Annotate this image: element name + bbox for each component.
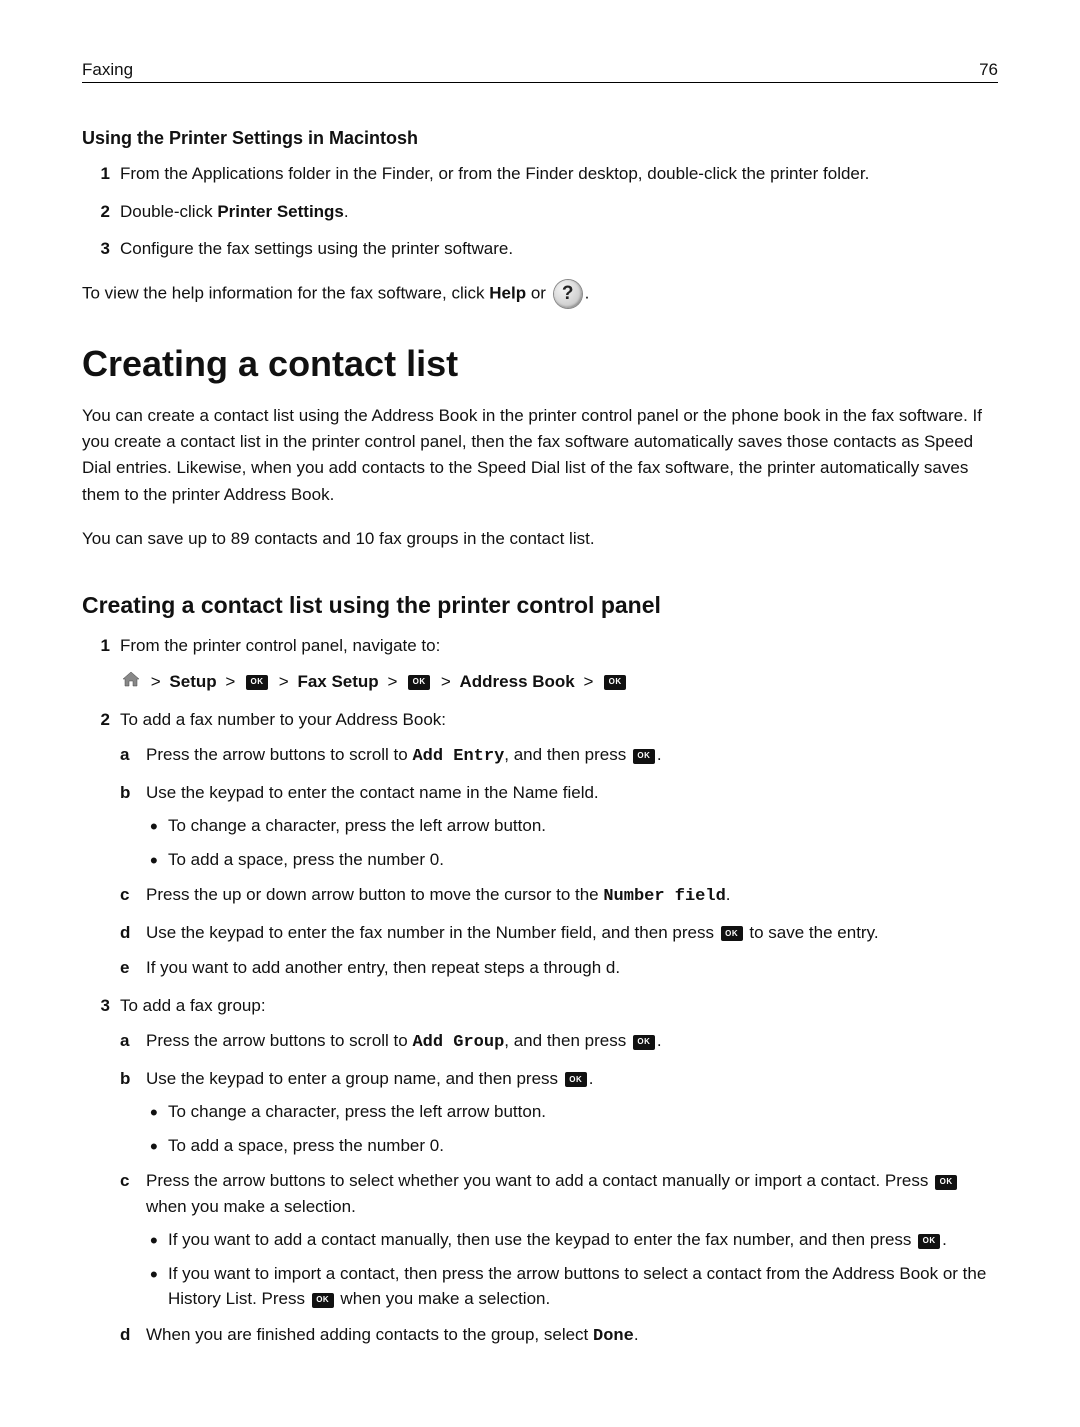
nav-path: > Setup > OK > Fax Setup > OK > Address … [120,669,998,695]
step-text: Configure the fax settings using the pri… [120,236,998,262]
ok-icon: OK [408,675,430,690]
step-text: To add a fax group: [120,996,266,1015]
help-icon: ? [554,280,582,308]
step-number: 2 [82,199,120,225]
bullets: To change a character, press the left ar… [146,813,998,872]
substep: d When you are finished adding contacts … [120,1322,998,1350]
mac-steps: 1 From the Applications folder in the Fi… [82,161,998,262]
substep: c Press the arrow buttons to select whet… [120,1168,998,1312]
step-text: From the printer control panel, navigate… [120,636,440,655]
substep: d Use the keypad to enter the fax number… [120,920,998,946]
intro-paragraph-2: You can save up to 89 contacts and 10 fa… [82,526,998,552]
step-number: 3 [82,993,120,1350]
bullet-item: To add a space, press the number 0. [146,847,998,873]
substeps: a Press the arrow buttons to scroll to A… [120,742,998,981]
list-item: 3 Configure the fax settings using the p… [82,236,998,262]
header-section: Faxing [82,60,133,80]
substep: a Press the arrow buttons to scroll to A… [120,742,998,770]
substep: e If you want to add another entry, then… [120,955,998,981]
substep: b Use the keypad to enter a group name, … [120,1066,998,1159]
page-header: Faxing 76 [82,60,998,83]
step-text: To add a fax number to your Address Book… [120,710,446,729]
substep: b Use the keypad to enter the contact na… [120,780,998,873]
help-paragraph: To view the help information for the fax… [82,280,998,308]
bullet-item: If you want to import a contact, then pr… [146,1261,998,1312]
substep: c Press the up or down arrow button to m… [120,882,998,910]
header-page-number: 76 [979,60,998,80]
bullet-item: To change a character, press the left ar… [146,1099,998,1125]
bullet-item: To add a space, press the number 0. [146,1133,998,1159]
ok-icon: OK [721,926,743,941]
panel-steps: 1 From the printer control panel, naviga… [82,633,998,1349]
substep: a Press the arrow buttons to scroll to A… [120,1028,998,1056]
bullets: To change a character, press the left ar… [146,1099,998,1158]
step-number: 3 [82,236,120,262]
ok-icon: OK [604,675,626,690]
ok-icon: OK [935,1175,957,1190]
step-text: Double-click Printer Settings. [120,199,998,225]
sub-heading: Creating a contact list using the printe… [82,592,998,619]
ok-icon: OK [565,1072,587,1087]
list-item: 2 Double-click Printer Settings. [82,199,998,225]
ok-icon: OK [633,749,655,764]
list-item: 1 From the printer control panel, naviga… [82,633,998,695]
ok-icon: OK [918,1234,940,1249]
ok-icon: OK [633,1035,655,1050]
main-heading: Creating a contact list [82,343,998,385]
section-title-mac: Using the Printer Settings in Macintosh [82,128,998,149]
bullet-item: To change a character, press the left ar… [146,813,998,839]
bullets: If you want to add a contact manually, t… [146,1227,998,1312]
home-icon [122,669,140,695]
list-item: 2 To add a fax number to your Address Bo… [82,707,998,981]
ok-icon: OK [312,1293,334,1308]
list-item: 3 To add a fax group: a Press the arrow … [82,993,998,1350]
step-number: 1 [82,161,120,187]
substeps: a Press the arrow buttons to scroll to A… [120,1028,998,1349]
step-number: 1 [82,633,120,695]
ok-icon: OK [246,675,268,690]
step-text: From the Applications folder in the Find… [120,161,998,187]
list-item: 1 From the Applications folder in the Fi… [82,161,998,187]
intro-paragraph-1: You can create a contact list using the … [82,403,998,508]
bullet-item: If you want to add a contact manually, t… [146,1227,998,1253]
step-number: 2 [82,707,120,981]
